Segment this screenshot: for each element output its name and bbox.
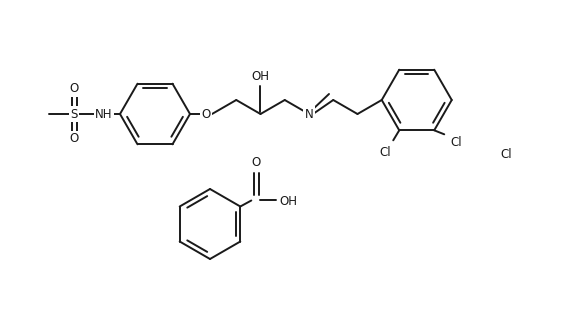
Text: N: N bbox=[304, 108, 314, 120]
Text: OH: OH bbox=[251, 70, 270, 84]
Text: OH: OH bbox=[279, 195, 298, 208]
Text: Cl: Cl bbox=[380, 146, 391, 159]
Text: NH: NH bbox=[95, 108, 113, 120]
Text: Cl: Cl bbox=[450, 136, 462, 149]
Text: O: O bbox=[252, 156, 261, 169]
Text: Cl: Cl bbox=[500, 147, 512, 161]
Text: O: O bbox=[201, 108, 211, 120]
Text: O: O bbox=[70, 83, 79, 95]
Text: O: O bbox=[70, 133, 79, 145]
Text: S: S bbox=[70, 108, 78, 120]
